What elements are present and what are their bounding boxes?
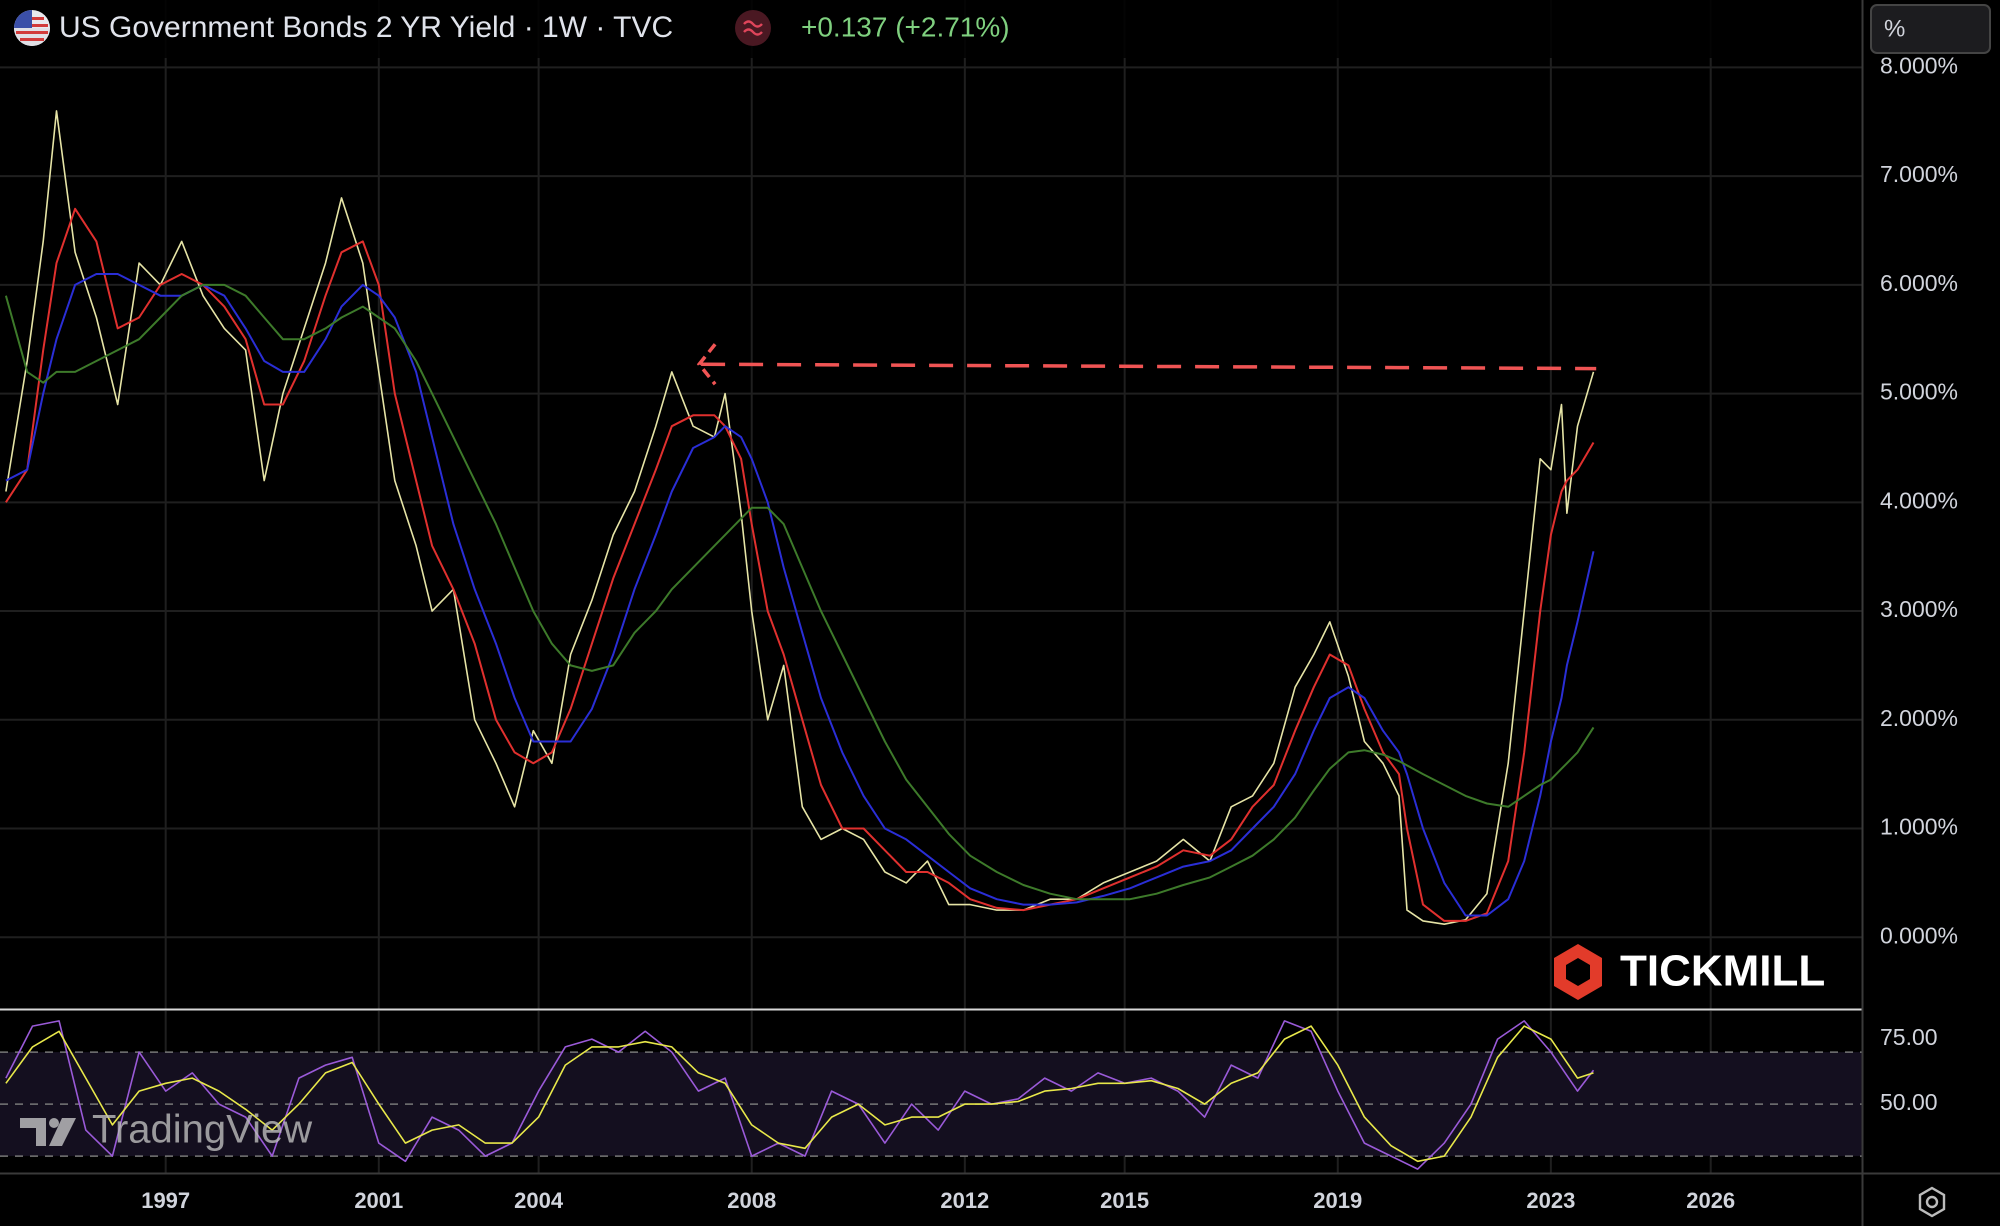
price-change: +0.137 (+2.71%): [801, 11, 1010, 42]
x-tick-label: 2008: [727, 1188, 776, 1213]
x-tick-label: 2001: [354, 1188, 403, 1213]
x-tick-label: 2012: [940, 1188, 989, 1213]
series-line: [5, 273, 1595, 917]
series-line: [4, 283, 1595, 901]
series-line: [5, 207, 1595, 922]
series-line: [5, 1025, 1594, 1163]
x-tick-label: 1997: [141, 1188, 190, 1213]
y-tick-label: 1.000%: [1880, 814, 1958, 840]
symbol-title: US Government Bonds 2 YR Yield · 1W · TV…: [59, 11, 673, 44]
y-tick-label: 75.00: [1880, 1024, 1938, 1050]
marks: [4, 110, 1597, 1170]
platform-logo: [20, 1118, 76, 1146]
unit-button[interactable]: [1870, 4, 1991, 54]
x-tick-label: 2019: [1313, 1188, 1362, 1213]
flag-icon: [14, 10, 50, 46]
broker-logo: [1554, 944, 1602, 1000]
x-tick-label: 2004: [514, 1188, 564, 1213]
y-tick-label: 2.000%: [1880, 705, 1958, 731]
series-line: [5, 110, 1595, 925]
broker-watermark: TICKMILL: [1620, 947, 1825, 996]
y-tick-label: 0.000%: [1880, 922, 1958, 948]
header-bg: [0, 0, 1850, 58]
y-tick-label: 6.000%: [1880, 270, 1958, 296]
y-tick-label: 4.000%: [1880, 487, 1958, 513]
y-tick-label: 8.000%: [1880, 52, 1958, 78]
x-tick-label: 2026: [1686, 1188, 1735, 1213]
grid: [0, 0, 1862, 1173]
x-tick-label: 2015: [1100, 1188, 1149, 1213]
x-tick-label: 2023: [1526, 1188, 1575, 1213]
pane-marks: [4, 110, 1597, 925]
settings-icon[interactable]: [1918, 1186, 1946, 1218]
unit-button-label[interactable]: %: [1884, 15, 1905, 42]
y-tick-label: 50.00: [1880, 1089, 1938, 1115]
y-tick-label: 7.000%: [1880, 161, 1958, 187]
y-tick-label: 5.000%: [1880, 379, 1958, 405]
data-status-icon[interactable]: [735, 10, 771, 46]
y-tick-label: 3.000%: [1880, 596, 1958, 622]
platform-watermark: TradingView: [92, 1108, 312, 1152]
trend-line-handle: [696, 343, 717, 386]
trend-line: [701, 362, 1597, 371]
pane-marks: [5, 1020, 1595, 1170]
series-line: [5, 1020, 1595, 1170]
